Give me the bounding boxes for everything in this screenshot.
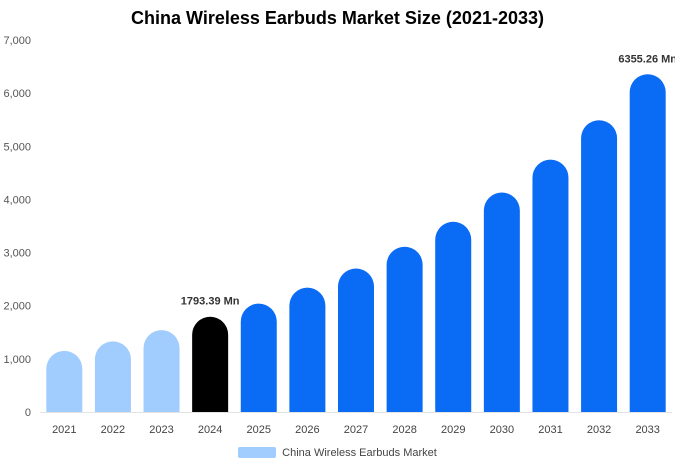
bar-2028 [386, 246, 423, 412]
x-tick-label: 2032 [587, 424, 611, 436]
x-tick-label: 2022 [101, 424, 125, 436]
x-axis: 2021 2022 2023 2024 2025 2026 2027 2028 2029 2030… [40, 412, 672, 436]
legend: China Wireless Earbuds Market [0, 444, 675, 462]
bar-2026 [289, 287, 326, 412]
y-axis: 0 1,000 2,000 3,000 4,000 5,000 6,000 7,000 [3, 35, 31, 419]
bar-2029 [435, 221, 472, 412]
bar-2021 [46, 350, 83, 412]
x-tick-label: 2031 [538, 424, 562, 436]
x-tick-label: 2028 [392, 424, 416, 436]
x-tick-label: 2023 [149, 424, 173, 436]
data-labels: 1793.39 Mn 6355.26 Mn [181, 53, 675, 307]
bar-2027 [338, 268, 374, 412]
chart-title: China Wireless Earbuds Market Size (2021… [130, 8, 544, 28]
x-tick-label: 2026 [295, 424, 319, 436]
bar-2025 [240, 303, 277, 412]
y-tick-label: 5,000 [3, 141, 31, 153]
x-tick-label: 2027 [344, 424, 368, 436]
bar-2023 [143, 330, 180, 412]
x-tick-label: 2025 [247, 424, 271, 436]
y-tick-label: 4,000 [3, 194, 31, 206]
x-tick-label: 2029 [441, 424, 465, 436]
x-tick-label: 2030 [490, 424, 514, 436]
y-tick-label: 2,000 [3, 301, 31, 313]
y-tick-label: 3,000 [3, 248, 31, 260]
x-tick-label: 2024 [198, 424, 222, 436]
bars [46, 74, 666, 412]
legend-label: China Wireless Earbuds Market [282, 446, 437, 459]
bar-2022 [94, 341, 131, 412]
y-tick-label: 0 [25, 407, 31, 419]
data-label-2033: 6355.26 Mn [618, 53, 675, 65]
bar-2032 [581, 120, 618, 412]
bar-2024 [192, 316, 229, 412]
y-tick-label: 7,000 [3, 35, 31, 47]
bar-2030 [483, 192, 520, 412]
y-tick-label: 6,000 [3, 88, 31, 100]
data-label-2024: 1793.39 Mn [181, 296, 240, 308]
x-tick-label: 2033 [635, 424, 659, 436]
legend-swatch [238, 447, 277, 459]
x-tick-label: 2021 [52, 424, 76, 436]
bar-2033 [629, 74, 666, 412]
y-tick-label: 1,000 [3, 354, 31, 366]
bar-2031 [532, 159, 569, 412]
